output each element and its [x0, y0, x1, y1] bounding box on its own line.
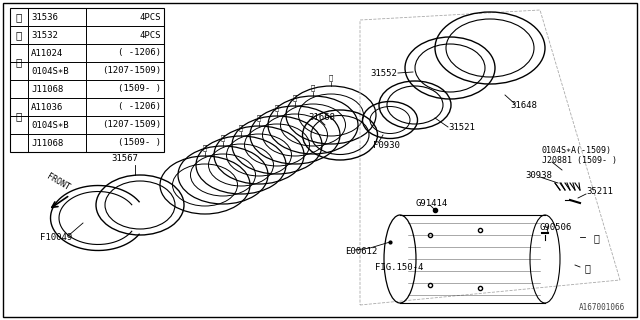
Text: 31521: 31521	[448, 124, 475, 132]
Text: ②: ②	[329, 74, 333, 81]
Text: G91414: G91414	[415, 198, 447, 207]
Text: ②: ②	[293, 94, 297, 101]
Text: ①: ①	[239, 124, 243, 131]
Text: 31536: 31536	[31, 12, 58, 21]
Text: 30938: 30938	[525, 171, 552, 180]
Text: ①: ①	[16, 12, 22, 22]
Text: ②: ②	[221, 134, 225, 141]
Text: A11036: A11036	[31, 102, 63, 111]
Text: (1509- ): (1509- )	[118, 84, 161, 93]
Text: 31567: 31567	[111, 154, 138, 163]
Text: 0104S∗A(-1509): 0104S∗A(-1509)	[542, 146, 612, 155]
Text: (1207-1509): (1207-1509)	[102, 67, 161, 76]
Text: G90506: G90506	[540, 223, 572, 233]
Text: ④: ④	[16, 111, 22, 121]
Text: A167001066: A167001066	[579, 303, 625, 312]
Text: ③: ③	[16, 57, 22, 67]
Text: 0104S∗B: 0104S∗B	[31, 121, 68, 130]
Text: 31532: 31532	[31, 30, 58, 39]
Text: ②: ②	[257, 114, 261, 121]
Text: FRONT: FRONT	[45, 172, 71, 192]
Text: 4PCS: 4PCS	[140, 30, 161, 39]
Text: ①: ①	[275, 104, 279, 111]
Text: FIG.150-4: FIG.150-4	[375, 263, 424, 273]
Text: 0104S∗B: 0104S∗B	[31, 67, 68, 76]
Text: 4PCS: 4PCS	[140, 12, 161, 21]
Text: F10049: F10049	[40, 234, 72, 243]
Text: ④: ④	[584, 263, 590, 273]
Text: E00612: E00612	[345, 247, 377, 257]
Text: ②: ②	[16, 30, 22, 40]
Text: A11024: A11024	[31, 49, 63, 58]
Text: 35211: 35211	[586, 188, 613, 196]
Text: ③: ③	[593, 233, 599, 243]
Text: J11068: J11068	[31, 84, 63, 93]
Text: (1207-1509): (1207-1509)	[102, 121, 161, 130]
Text: J20881 (1509- ): J20881 (1509- )	[542, 156, 617, 164]
Text: 31668: 31668	[308, 114, 335, 123]
Text: ①: ①	[311, 84, 315, 91]
Text: 31552: 31552	[370, 68, 397, 77]
Text: ①: ①	[203, 144, 207, 151]
Text: (1509- ): (1509- )	[118, 139, 161, 148]
Text: J11068: J11068	[31, 139, 63, 148]
Text: F0930: F0930	[373, 140, 400, 149]
Text: ( -1206): ( -1206)	[118, 102, 161, 111]
Text: 31648: 31648	[510, 100, 537, 109]
Text: ( -1206): ( -1206)	[118, 49, 161, 58]
